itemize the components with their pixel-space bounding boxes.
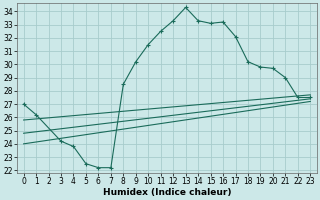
X-axis label: Humidex (Indice chaleur): Humidex (Indice chaleur) bbox=[103, 188, 231, 197]
